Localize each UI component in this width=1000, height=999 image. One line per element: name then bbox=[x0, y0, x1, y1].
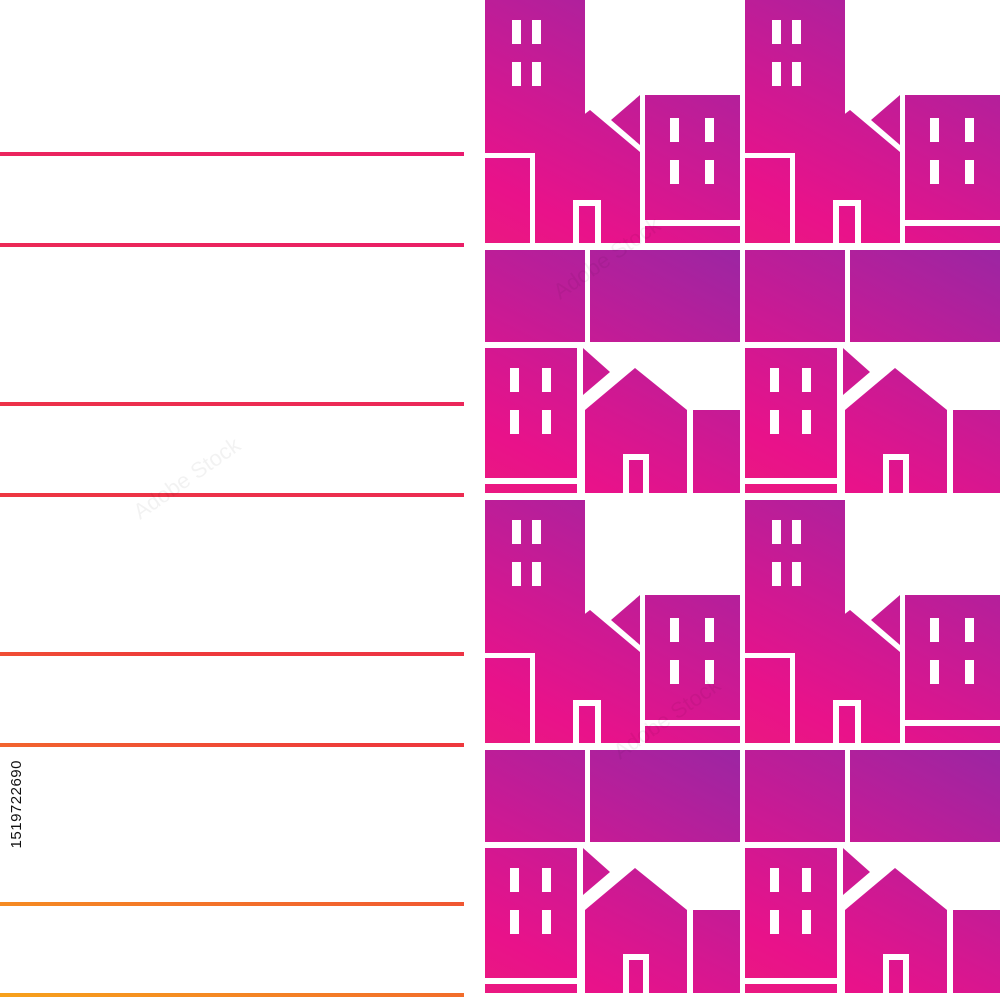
house-icon bbox=[485, 250, 740, 493]
house-icon bbox=[745, 750, 1000, 993]
building-icon bbox=[485, 0, 740, 243]
watermark-text: Adobe Stock bbox=[129, 431, 246, 524]
building-icon bbox=[745, 0, 1000, 243]
building-icon bbox=[745, 500, 1000, 743]
horizontal-rules bbox=[0, 152, 464, 997]
house-icon bbox=[745, 250, 1000, 493]
city-pattern bbox=[485, 0, 1000, 993]
image-id-label: 1519722690 bbox=[8, 760, 25, 849]
house-icon bbox=[485, 750, 740, 993]
